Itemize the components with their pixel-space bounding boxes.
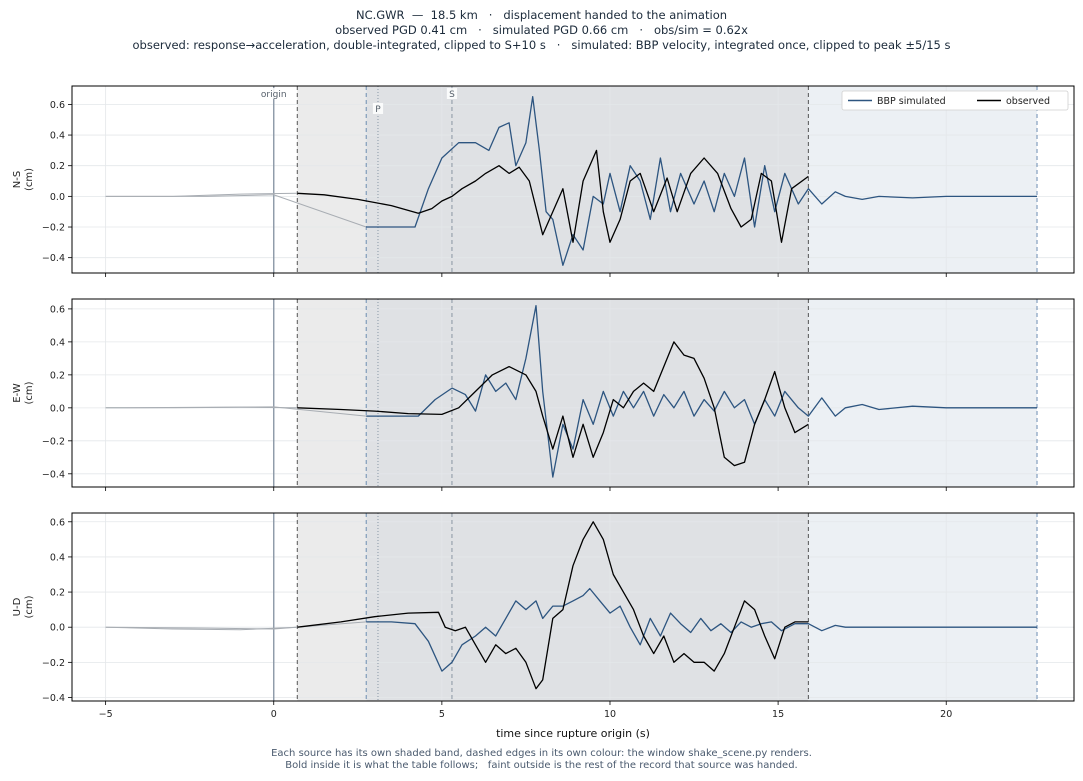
p-label: P [375,105,381,115]
panel-frame [71,512,1075,702]
y-tick-label: −0.2 [42,436,65,447]
x-tick-label: 0 [271,709,277,720]
simulated-faint-trace [105,621,367,630]
panel-frame [71,85,1075,274]
y-axis-label: E-W(cm) [12,381,35,404]
x-axis-label: time since rupture origin (s) [496,727,650,740]
y-axis-label: N-S(cm) [12,168,35,191]
y-axis-label-line: (cm) [24,168,35,191]
observed-trace [297,341,809,467]
overlap-window-band [366,299,809,487]
y-tick-label: 0.2 [50,161,65,172]
y-tick-label: 0.2 [50,370,65,381]
observed-window-band [297,513,367,701]
p-label-bg [372,103,384,114]
figure-footer: Each source has its own shaded band, das… [0,748,1083,772]
x-tick-label: 15 [772,709,784,720]
panel-frame [71,298,1075,488]
footer-line-2: Bold inside it is what the table follows… [285,760,798,771]
y-tick-label: 0.4 [50,131,65,142]
simulated-faint-trace [105,194,367,228]
title-line-2: observed PGD 0.41 cm · simulated PGD 0.6… [335,23,748,37]
figure-title: NC.GWR — 18.5 km · displacement handed t… [0,8,1083,53]
panel-2: −0.4 −0.2 0.0 0.2 0.4 0.6 E-W(cm) [12,298,1075,491]
y-tick-label: 0.2 [50,588,65,599]
y-tick-label: −0.4 [42,253,65,264]
simulated-window-band [808,513,1038,701]
origin-label-bg [253,88,295,99]
observed-window-band [297,299,367,487]
y-axis-label-line: (cm) [24,381,35,404]
y-tick-label: 0.4 [50,337,65,348]
y-tick-label: 0.0 [50,623,65,634]
y-axis-label-line: (cm) [24,595,35,618]
s-label: S [449,90,455,100]
y-axis-label: U-D(cm) [12,595,35,618]
y-axis-label-line: N-S [12,171,23,188]
y-tick-label: 0.0 [50,403,65,414]
panel-3: −0.4 −0.2 0.0 0.2 0.4 0.6 U-D(cm) −5 0 5 10 15 20 tim… [12,512,1075,740]
overlap-window-band [366,513,809,701]
x-tick-label: 5 [439,709,445,720]
y-tick-label: −0.4 [42,693,65,704]
x-tick-label: 10 [604,709,616,720]
legend-label-observed: observed [1006,96,1050,107]
simulated-faint-trace [105,406,367,417]
origin-label: origin [261,90,287,100]
s-label-bg [446,88,458,99]
simulated-trace [366,587,1037,672]
y-tick-label: −0.2 [42,658,65,669]
simulated-window-band [808,86,1038,273]
title-line-1: NC.GWR — 18.5 km · displacement handed t… [355,8,728,22]
x-tick-label: 20 [940,709,952,720]
observed-window-band [297,86,367,273]
footer-line-1: Each source has its own shaded band, das… [271,748,812,759]
title-line-3: observed: response→acceleration, double-… [132,38,951,52]
legend-label-simulated: BBP simulated [877,96,946,107]
y-tick-label: −0.2 [42,223,65,234]
observed-trace [297,521,809,690]
y-axis-label-line: U-D [12,597,23,616]
observed-trace [297,149,809,243]
simulated-window-band [808,299,1038,487]
panel-1: −0.4 −0.2 0.0 0.2 0.4 0.6 N-S(cm) origin P S BBP s… [12,85,1075,277]
overlap-window-band [366,86,809,273]
simulated-trace [366,96,1037,266]
y-axis-label-line: E-W [12,383,23,403]
y-tick-label: −0.4 [42,469,65,480]
legend-box [841,90,1069,111]
y-tick-label: 0.4 [50,552,65,563]
legend: BBP simulated observed [841,90,1069,111]
x-tick-label: −5 [99,709,113,720]
simulated-trace [366,304,1037,478]
y-tick-label: 0.6 [50,304,65,315]
y-tick-label: 0.0 [50,192,65,203]
y-tick-label: 0.6 [50,517,65,528]
y-tick-label: 0.6 [50,100,65,111]
